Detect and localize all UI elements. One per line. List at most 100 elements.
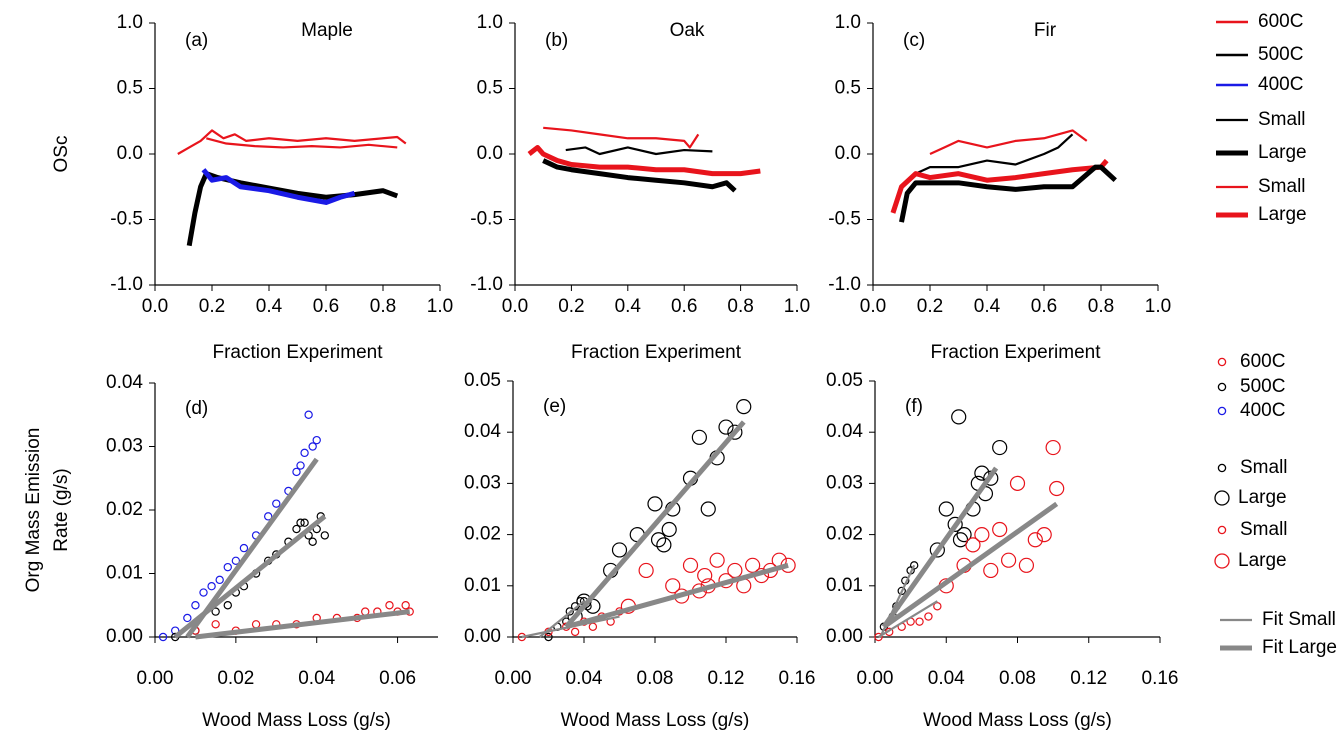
x-tick-label: 0.00 bbox=[137, 668, 174, 689]
data-point bbox=[745, 557, 761, 573]
legend-swatch bbox=[1214, 490, 1230, 506]
data-point bbox=[1036, 526, 1052, 543]
data-line bbox=[186, 171, 399, 247]
y-tick-label: 0.02 bbox=[464, 524, 501, 545]
y-tick-label: 0.5 bbox=[117, 78, 143, 99]
fit-line bbox=[877, 600, 938, 638]
data-point bbox=[951, 409, 967, 425]
y-tick-label: 0.0 bbox=[835, 143, 861, 164]
data-point bbox=[1018, 557, 1035, 573]
data-line bbox=[565, 146, 713, 156]
x-tick-label: 0.16 bbox=[779, 668, 816, 689]
x-axis-label: Fraction Experiment bbox=[212, 342, 383, 363]
y-tick-label: 0.0 bbox=[477, 143, 503, 164]
y-tick-label: -1.0 bbox=[828, 274, 861, 295]
data-point bbox=[264, 512, 273, 521]
x-tick-label: 0.16 bbox=[1142, 668, 1179, 689]
data-point bbox=[647, 496, 663, 512]
y-tick-label: 0.00 bbox=[106, 626, 143, 647]
x-tick-label: 1.0 bbox=[784, 296, 810, 317]
legend-label: Small bbox=[1240, 519, 1288, 540]
data-point bbox=[300, 518, 309, 527]
x-tick-label: 0.8 bbox=[727, 296, 753, 317]
x-tick-label: 0.02 bbox=[217, 668, 254, 689]
data-point bbox=[570, 627, 580, 637]
y-tick-label: 1.0 bbox=[117, 12, 143, 33]
x-tick-label: 0.4 bbox=[615, 296, 642, 317]
y-tick-label: 0.5 bbox=[477, 78, 503, 99]
data-point bbox=[897, 586, 906, 596]
y-axis-label: Org Mass Emission bbox=[23, 428, 44, 593]
data-point bbox=[544, 632, 553, 642]
x-tick-label: 0.08 bbox=[637, 668, 674, 689]
data-point bbox=[207, 582, 216, 591]
legend-swatch bbox=[1217, 525, 1227, 535]
data-point bbox=[992, 439, 1008, 456]
x-tick-label: 1.0 bbox=[427, 296, 453, 317]
data-line bbox=[201, 168, 356, 205]
fit-line bbox=[564, 420, 746, 629]
data-point bbox=[691, 429, 707, 445]
data-point bbox=[215, 575, 224, 585]
data-point bbox=[929, 542, 945, 558]
y-tick-label: 1.0 bbox=[835, 12, 861, 33]
data-point bbox=[231, 556, 241, 566]
data-line bbox=[177, 129, 407, 155]
data-point bbox=[300, 448, 309, 458]
y-axis-label: Rate (g/s) bbox=[51, 468, 72, 551]
data-point bbox=[1049, 480, 1065, 497]
y-tick-label: 0.04 bbox=[106, 372, 143, 393]
x-tick-label: 0.0 bbox=[860, 296, 886, 317]
x-tick-label: 0.04 bbox=[566, 668, 603, 689]
data-point bbox=[211, 620, 220, 629]
legend-swatch bbox=[1217, 463, 1227, 473]
data-point bbox=[661, 521, 677, 538]
data-point bbox=[308, 442, 317, 451]
y-tick-label: 0.01 bbox=[106, 563, 143, 584]
y-tick-label: 0.04 bbox=[826, 421, 863, 442]
x-tick-label: 0.08 bbox=[999, 668, 1036, 689]
fit-line bbox=[565, 562, 789, 630]
y-axis-label: OSc bbox=[51, 136, 72, 173]
y-tick-label: 0.0 bbox=[117, 143, 143, 164]
data-point bbox=[296, 518, 305, 527]
data-point bbox=[239, 543, 249, 553]
legend-label: 500C bbox=[1240, 376, 1285, 397]
y-tick-label: 0.03 bbox=[106, 436, 143, 457]
y-tick-label: 0.03 bbox=[464, 472, 501, 493]
data-point bbox=[709, 552, 725, 568]
data-point bbox=[665, 578, 681, 594]
legend-label: Large bbox=[1238, 487, 1287, 508]
data-point bbox=[292, 524, 301, 534]
data-point bbox=[292, 467, 301, 477]
data-point bbox=[1045, 439, 1061, 456]
panel-label: (e) bbox=[543, 396, 566, 417]
panel-title: Maple bbox=[301, 20, 353, 41]
y-tick-label: -1.0 bbox=[110, 274, 143, 295]
x-axis-label: Fraction Experiment bbox=[930, 342, 1101, 363]
y-tick-label: 0.01 bbox=[826, 575, 863, 596]
data-point bbox=[158, 632, 168, 642]
data-point bbox=[909, 561, 919, 570]
data-point bbox=[697, 567, 713, 584]
x-axis-label: Wood Mass Loss (g/s) bbox=[923, 710, 1112, 731]
x-tick-label: 0.00 bbox=[495, 668, 532, 689]
data-line bbox=[929, 129, 1088, 155]
data-point bbox=[211, 607, 220, 616]
data-point bbox=[304, 410, 313, 419]
x-axis-label: Wood Mass Loss (g/s) bbox=[202, 710, 391, 731]
x-tick-label: 0.2 bbox=[917, 296, 943, 317]
fit-line bbox=[882, 501, 1059, 629]
data-point bbox=[638, 562, 654, 579]
data-point bbox=[611, 542, 628, 558]
data-point bbox=[223, 562, 232, 572]
y-tick-label: 0.04 bbox=[464, 421, 501, 442]
y-tick-label: 0.02 bbox=[826, 524, 863, 545]
data-point bbox=[656, 537, 672, 553]
legend-swatch bbox=[1214, 553, 1230, 569]
legend-label: 600C bbox=[1258, 11, 1303, 32]
panel-label: (c) bbox=[903, 30, 925, 51]
legend-swatch bbox=[1217, 382, 1227, 392]
data-point bbox=[965, 537, 981, 553]
